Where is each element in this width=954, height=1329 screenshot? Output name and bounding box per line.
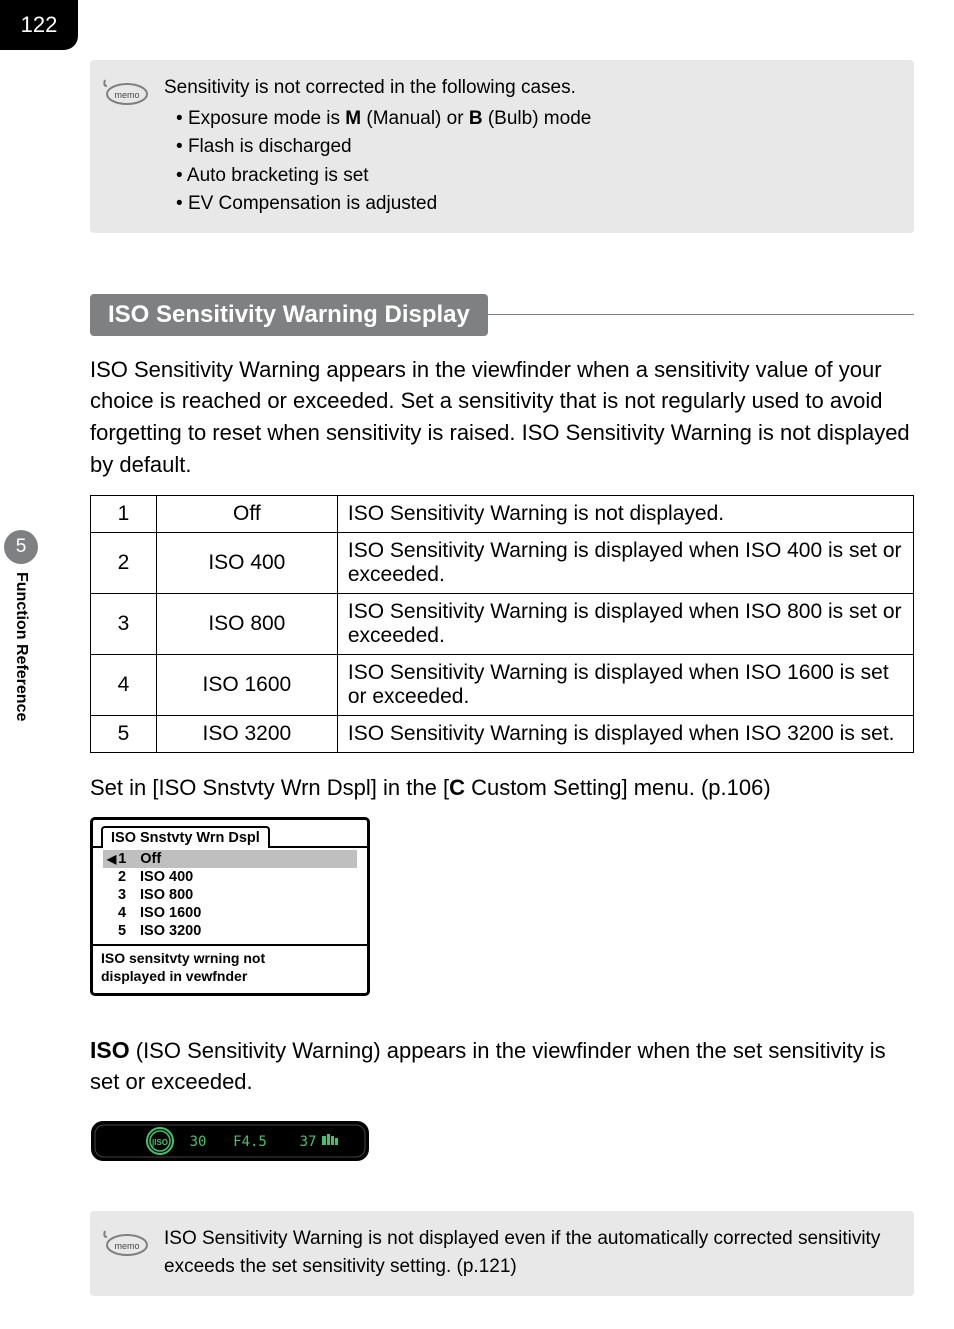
lcd-num: 3	[118, 887, 136, 903]
svg-text:memo: memo	[114, 90, 139, 100]
svg-text:memo: memo	[114, 1241, 139, 1251]
menu-path: Set in [ISO Snstvty Wrn Dspl] in the [C …	[90, 775, 914, 801]
memo-box-bottom: memo ISO Sensitivity Warning is not disp…	[90, 1211, 914, 1296]
section-number-circle: 5	[4, 530, 38, 564]
section-label: Function Reference	[0, 572, 30, 721]
table-row: 2 ISO 400 ISO Sensitivity Warning is dis…	[91, 533, 914, 594]
svg-text:|ISO: |ISO	[152, 1138, 168, 1147]
mode-B: B	[469, 108, 483, 129]
cell-label: ISO 400	[156, 533, 337, 594]
section-number: 5	[16, 536, 27, 558]
vf-val-2: F4.5	[233, 1134, 267, 1150]
cell-label: ISO 800	[156, 594, 337, 655]
iso-warning-paragraph: ISO (ISO Sensitivity Warning) appears in…	[90, 1034, 914, 1098]
section-heading: ISO Sensitivity Warning Display	[90, 294, 488, 336]
lcd-item-selected: ◀1 Off	[103, 850, 357, 868]
lcd-item: 5 ISO 3200	[103, 922, 357, 940]
memo-line-2: Flash is discharged	[176, 133, 591, 162]
lcd-item: 3 ISO 800	[103, 886, 357, 904]
lcd-item: 4 ISO 1600	[103, 904, 357, 922]
viewfinder-bar: |ISO 30 F4.5 37	[90, 1120, 370, 1162]
memo-text-bottom: ISO Sensitivity Warning is not displayed…	[164, 1225, 894, 1282]
memo-line-3: Auto bracketing is set	[176, 162, 591, 191]
left-arrow-icon: ◀	[107, 852, 116, 866]
cell-desc: ISO Sensitivity Warning is displayed whe…	[337, 533, 913, 594]
side-tab: 5 Function Reference	[0, 530, 44, 721]
cell-label: ISO 1600	[156, 655, 337, 716]
iso-table: 1 Off ISO Sensitivity Warning is not dis…	[90, 495, 914, 753]
table-row: 4 ISO 1600 ISO Sensitivity Warning is di…	[91, 655, 914, 716]
cell-desc: ISO Sensitivity Warning is displayed whe…	[337, 716, 913, 753]
lcd-num: 4	[118, 905, 136, 921]
cell-label: ISO 3200	[156, 716, 337, 753]
memo-lead: Sensitivity is not corrected in the foll…	[164, 74, 591, 103]
lcd-num: 2	[118, 869, 136, 885]
lcd-num: 5	[118, 923, 136, 939]
page-number-value: 122	[21, 12, 58, 38]
memo-icon: memo	[100, 1227, 150, 1257]
lcd-desc: ISO sensitvty wrning not displayed in ve…	[93, 944, 367, 987]
lcd-tab: ISO Snstvty Wrn Dspl	[101, 826, 270, 848]
iso-rest: (ISO Sensitivity Warning) appears in the…	[90, 1038, 886, 1094]
mode-M: M	[345, 108, 361, 129]
memo-l1a: Exposure mode is	[188, 108, 345, 129]
lcd-item: 2 ISO 400	[103, 868, 357, 886]
cell-num: 3	[91, 594, 157, 655]
lcd-label: ISO 400	[140, 869, 193, 885]
section-heading-wrap: ISO Sensitivity Warning Display	[90, 293, 914, 336]
cell-desc: ISO Sensitivity Warning is displayed whe…	[337, 655, 913, 716]
lcd-label: ISO 800	[140, 887, 193, 903]
intro-text: ISO Sensitivity Warning appears in the v…	[90, 354, 914, 482]
vf-val-1: 30	[190, 1134, 207, 1150]
lcd-list: ◀1 Off 2 ISO 400 3 ISO 800 4 ISO 1600 5 …	[93, 850, 367, 944]
cell-desc: ISO Sensitivity Warning is displayed whe…	[337, 594, 913, 655]
menu-path-b: Custom Setting] menu. (p.106)	[465, 775, 771, 800]
menu-C: C	[449, 775, 465, 800]
lcd-label: ISO 3200	[140, 923, 201, 939]
memo-line-4: EV Compensation is adjusted	[176, 190, 591, 219]
lcd-num: 1	[118, 851, 136, 867]
lcd-desc-1: ISO sensitvty wrning not	[101, 950, 359, 968]
lcd-label: ISO 1600	[140, 905, 201, 921]
memo-text: Sensitivity is not corrected in the foll…	[164, 74, 591, 219]
lcd-menu: ISO Snstvty Wrn Dspl ◀1 Off 2 ISO 400 3 …	[90, 817, 370, 996]
table-row: 5 ISO 3200 ISO Sensitivity Warning is di…	[91, 716, 914, 753]
cell-num: 5	[91, 716, 157, 753]
table-row: 3 ISO 800 ISO Sensitivity Warning is dis…	[91, 594, 914, 655]
table-row: 1 Off ISO Sensitivity Warning is not dis…	[91, 496, 914, 533]
iso-bold: ISO	[90, 1037, 130, 1063]
page-content: memo Sensitivity is not corrected in the…	[0, 60, 954, 1296]
cell-num: 4	[91, 655, 157, 716]
cell-num: 1	[91, 496, 157, 533]
menu-path-a: Set in [ISO Snstvty Wrn Dspl] in the [	[90, 775, 449, 800]
memo-l1c: (Bulb) mode	[483, 108, 592, 129]
memo-line-1: Exposure mode is M (Manual) or B (Bulb) …	[176, 105, 591, 134]
memo-box-top: memo Sensitivity is not corrected in the…	[90, 60, 914, 233]
lcd-desc-2: displayed in vewfnder	[101, 968, 359, 986]
lcd-label: Off	[140, 851, 161, 867]
cell-label: Off	[156, 496, 337, 533]
memo-l1b: (Manual) or	[361, 108, 469, 129]
memo-icon: memo	[100, 76, 150, 106]
cell-desc: ISO Sensitivity Warning is not displayed…	[337, 496, 913, 533]
page-number: 122	[0, 0, 78, 50]
vf-val-3: 37	[300, 1134, 317, 1150]
cell-num: 2	[91, 533, 157, 594]
